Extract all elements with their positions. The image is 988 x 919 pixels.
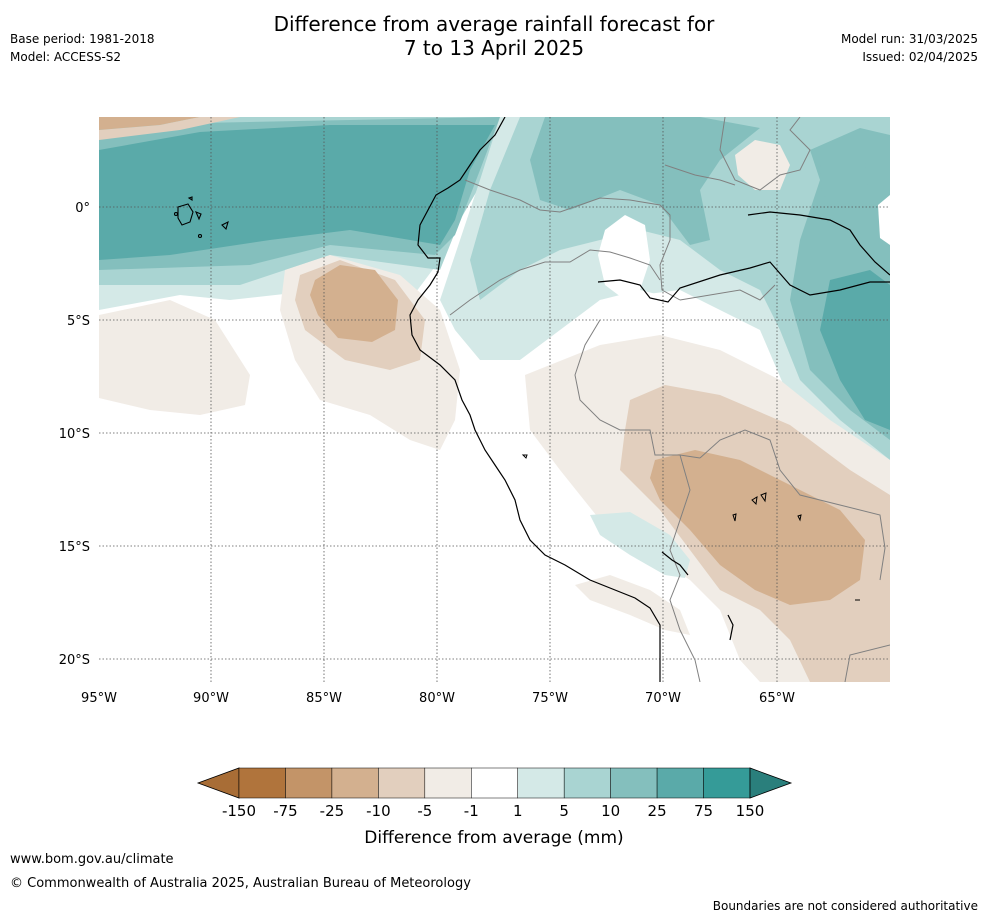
- title-line-1: Difference from average rainfall forecas…: [273, 12, 715, 36]
- colorbar-tick-label: -5: [417, 802, 432, 820]
- footer-copyright: © Commonwealth of Australia 2025, Austra…: [10, 876, 471, 891]
- wet-zone-east-spot: [820, 150, 868, 205]
- base-info: Base period: 1981-2018 Model: ACCESS-S2: [10, 30, 155, 66]
- lat-label: 15°S: [59, 540, 90, 555]
- colorbar-tick-label: -1: [464, 802, 479, 820]
- colorbar-segment: [378, 767, 426, 799]
- map-field: [99, 117, 890, 682]
- galapagos-islands: [173, 196, 229, 239]
- footer-url: www.bom.gov.au/climate: [10, 852, 174, 867]
- model-name: Model: ACCESS-S2: [10, 50, 122, 64]
- lon-label: 70°W: [645, 691, 681, 706]
- dry-zone-coastal-south: [575, 575, 690, 635]
- colorbar: -150 -75 -25 -10 -5 -1 1 5 10 25 75 150: [196, 767, 793, 820]
- run-info: Model run: 31/03/2025 Issued: 02/04/2025: [841, 30, 978, 66]
- colorbar-segment: [238, 767, 286, 799]
- footer-disclaimer: Boundaries are not considered authoritat…: [712, 899, 978, 913]
- dry-zone-coastal-strong: [310, 265, 398, 342]
- graticule: [99, 117, 890, 682]
- colorbar-segment: [610, 767, 658, 799]
- neutral-patch-east: [878, 195, 890, 245]
- colorbar-tick-label: 25: [648, 802, 667, 820]
- lon-axis: 95°W 90°W 85°W 80°W 75°W 70°W 65°W: [81, 691, 795, 706]
- colorbar-segment: [471, 767, 518, 799]
- lon-label: 80°W: [419, 691, 455, 706]
- colorbar-title: Difference from average (mm): [364, 828, 623, 848]
- lon-label: 75°W: [532, 691, 568, 706]
- colorbar-segment: [703, 767, 751, 799]
- coastline: [409, 117, 890, 682]
- wet-zone-north-strong: [530, 117, 760, 245]
- colorbar-tick-label: 1: [513, 802, 523, 820]
- colorbar-tick-label: 5: [559, 802, 569, 820]
- dry-zone-west: [99, 300, 250, 415]
- lat-label: 10°S: [59, 427, 90, 442]
- lon-label: 85°W: [306, 691, 342, 706]
- colorbar-arrow-left: [196, 767, 240, 799]
- lat-axis: 0° 5°S 10°S 15°S 20°S: [59, 201, 90, 668]
- issued-date: Issued: 02/04/2025: [862, 50, 978, 64]
- wet-zone-northwest-heavy: [99, 125, 495, 260]
- lon-label: 90°W: [193, 691, 229, 706]
- colorbar-tick-label: -25: [320, 802, 345, 820]
- colorbar-tick-label: -75: [273, 802, 298, 820]
- colorbar-segment: [424, 767, 472, 799]
- colorbar-segment: [517, 767, 565, 799]
- title-line-2: 7 to 13 April 2025: [403, 36, 585, 60]
- lat-label: 0°: [75, 201, 90, 216]
- colorbar-segment: [563, 767, 611, 799]
- chart-title: Difference from average rainfall forecas…: [0, 12, 988, 60]
- colorbar-tick-label: -10: [366, 802, 391, 820]
- lakes: [521, 454, 860, 601]
- model-run: Model run: 31/03/2025: [840, 32, 978, 46]
- colorbar-tick-label: 10: [601, 802, 620, 820]
- colorbar-tick-label: 150: [736, 802, 765, 820]
- colorbar-tick-label: 75: [694, 802, 713, 820]
- dry-zone-topleft-fade: [99, 117, 240, 140]
- colorbar-arrow-right: [749, 767, 793, 799]
- colorbar-segment: [331, 767, 379, 799]
- dry-zone-topleft: [99, 117, 200, 130]
- dry-zone-south-strong: [650, 450, 865, 605]
- colorbar-segment: [656, 767, 704, 799]
- wet-zone-east-heavy: [820, 270, 890, 430]
- lat-label: 5°S: [67, 314, 90, 329]
- lon-label: 65°W: [759, 691, 795, 706]
- wet-zone-titicaca: [590, 512, 690, 578]
- neutral-patch-colombia: [598, 215, 650, 300]
- country-borders: [449, 117, 890, 682]
- lon-label: 95°W: [81, 691, 117, 706]
- base-period: Base period: 1981-2018: [10, 32, 155, 46]
- colorbar-tick-label: -150: [222, 802, 256, 820]
- lat-label: 20°S: [59, 653, 90, 668]
- colorbar-segment: [285, 767, 333, 799]
